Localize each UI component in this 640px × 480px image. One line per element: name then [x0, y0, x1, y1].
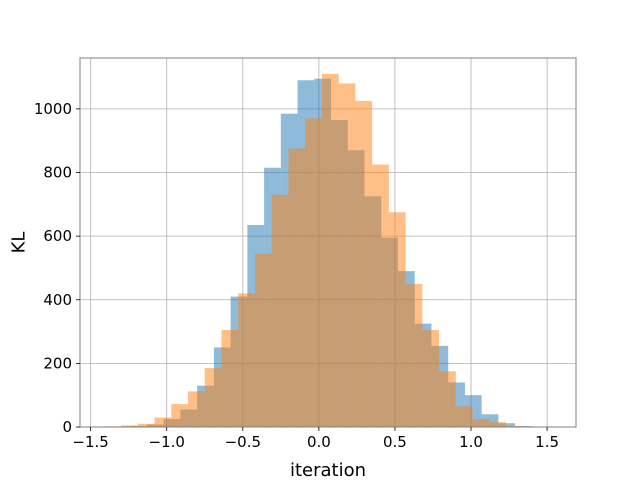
histogram-bar: [254, 253, 272, 427]
y-tick-label: 600: [43, 227, 72, 245]
histogram-bar: [498, 423, 516, 427]
histogram-bar: [137, 423, 155, 427]
histogram-bar: [472, 419, 490, 427]
histogram-bar: [188, 391, 205, 427]
x-axis-label: iteration: [290, 460, 366, 480]
x-tick-label: 0.0: [307, 433, 331, 451]
histogram-bar: [271, 194, 289, 427]
histogram-bar: [305, 118, 322, 428]
histogram-bar: [455, 406, 473, 427]
x-tick-label: −0.5: [225, 433, 261, 451]
x-tick-label: 1.5: [535, 433, 559, 451]
histogram-bar: [121, 425, 138, 427]
histogram-bar: [171, 404, 189, 427]
x-tick-label: −1.5: [72, 433, 108, 451]
histogram-bar: [338, 83, 356, 427]
histogram-bar: [355, 100, 373, 427]
x-tick-label: 0.5: [383, 433, 407, 451]
y-tick-label: 1000: [34, 100, 72, 118]
plot-frame: [79, 57, 577, 428]
y-axis-label: KL: [8, 232, 29, 254]
histogram-bar: [489, 422, 507, 427]
histogram-bar: [288, 148, 306, 427]
histogram-bar: [422, 329, 440, 427]
histogram-bar: [372, 164, 389, 428]
histogram-bar: [405, 283, 423, 427]
histogram-bar: [204, 368, 222, 427]
y-tick-label: 400: [43, 291, 72, 309]
histogram-bars: [104, 73, 540, 428]
x-tick-label: −1.0: [149, 433, 185, 451]
axis-ticks: −1.5 −1.0 −0.5 0.0 0.5 1.0 1.5 0 200 400 600 800 100…: [34, 100, 559, 451]
histogram-bar: [388, 212, 406, 427]
histogram-bar: [154, 417, 172, 427]
y-tick-label: 0: [62, 418, 72, 436]
y-tick-label: 800: [43, 164, 72, 182]
y-tick-label: 200: [43, 354, 72, 372]
histogram-bar: [321, 73, 339, 427]
histogram-bar: [221, 329, 239, 427]
histogram-bar: [439, 371, 456, 427]
histogram-bar: [238, 293, 255, 427]
x-tick-label: 1.0: [459, 433, 483, 451]
